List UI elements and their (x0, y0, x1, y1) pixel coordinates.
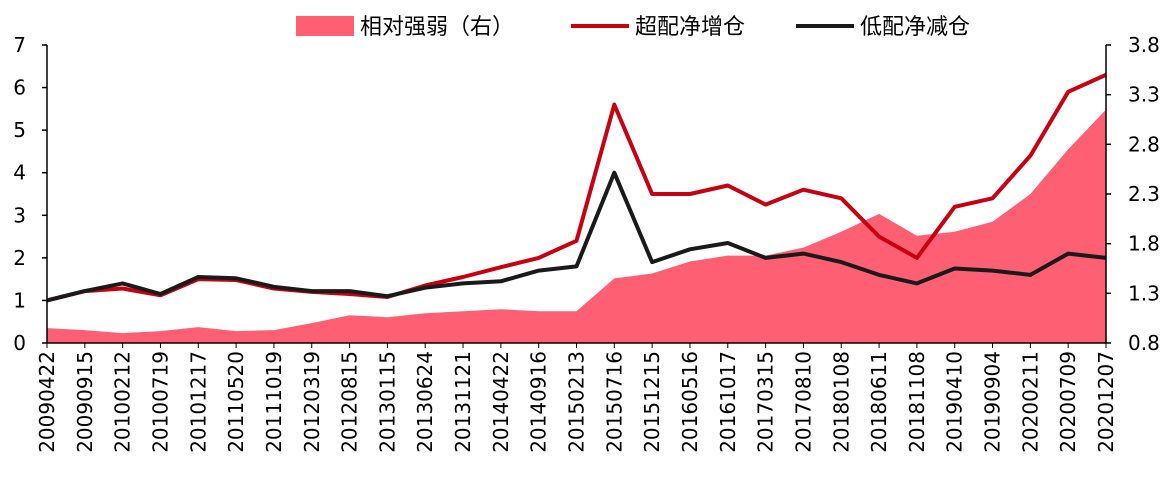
left-tick-label: 0 (13, 331, 26, 355)
line-layer (46, 72, 1107, 303)
x-tick-label: 20150716 (602, 351, 626, 453)
x-tick-label: 20190904 (981, 351, 1005, 453)
left-tick-label: 6 (13, 76, 26, 100)
x-tick-label: 20181108 (905, 351, 929, 453)
x-tick-label: 20150213 (565, 351, 589, 453)
x-tick-label: 20180611 (867, 351, 891, 453)
legend-label: 相对强弱（右） (360, 15, 514, 40)
x-tick-label: 20100212 (111, 351, 135, 453)
x-tick-label: 20200709 (1056, 351, 1080, 453)
legend-label: 低配净减仓 (860, 15, 970, 40)
x-tick-label: 20190410 (943, 351, 967, 453)
left-tick-label: 5 (13, 118, 26, 142)
right-tick-label: 1.3 (1128, 281, 1160, 305)
left-tick-label: 3 (13, 203, 26, 227)
left-tick-label: 1 (13, 288, 26, 312)
x-tick-label: 20161017 (716, 351, 740, 453)
x-tick-label: 20131121 (451, 351, 475, 453)
x-tick-label: 20140916 (527, 351, 551, 453)
right-tick-label: 3.8 (1128, 33, 1160, 57)
right-tick-label: 1.8 (1128, 232, 1160, 256)
x-tick-label: 20201207 (1094, 351, 1118, 453)
x-tick-label: 20120319 (300, 351, 324, 453)
x-tick-label: 20170315 (754, 351, 778, 453)
legend-swatch-area (296, 16, 354, 36)
x-tick-label: 20090422 (35, 351, 59, 453)
right-tick-label: 2.8 (1128, 132, 1160, 156)
legend: 相对强弱（右） 超配净增仓 低配净减仓 (296, 15, 970, 40)
x-tick-label: 20111019 (262, 351, 286, 453)
x-tick-label: 20130624 (413, 351, 437, 453)
right-tick-label: 2.3 (1128, 182, 1160, 206)
right-tick-label: 0.8 (1128, 331, 1160, 355)
x-tick-label: 20101217 (186, 351, 210, 453)
x-tick-label: 20130115 (375, 351, 399, 453)
x-tick-label: 20100719 (149, 351, 173, 453)
area-series-relative-strength (47, 109, 1106, 343)
x-tick-label: 20151215 (640, 351, 664, 453)
line-series-underweight (46, 170, 1107, 303)
x-tick-label: 20200211 (1018, 351, 1042, 453)
x-tick-label: 20180108 (829, 351, 853, 453)
left-tick-label: 7 (13, 33, 26, 57)
x-tick-label: 20110520 (224, 351, 248, 453)
axes: 0 1 2 3 4 5 6 7 0.8 1.3 1.8 2.3 2.8 3.3 3.8 20090422 200… (13, 33, 1160, 453)
x-tick-label: 20140422 (489, 351, 513, 453)
x-tick-label: 20090915 (73, 351, 97, 453)
x-tick-label: 20120815 (338, 351, 362, 453)
left-tick-label: 2 (13, 246, 26, 270)
x-tick-label: 20160516 (678, 351, 702, 453)
right-tick-label: 3.3 (1128, 83, 1160, 107)
x-tick-label: 20170810 (791, 351, 815, 453)
left-tick-label: 4 (13, 161, 26, 185)
legend-label: 超配净增仓 (635, 15, 745, 40)
area-layer (47, 109, 1106, 343)
